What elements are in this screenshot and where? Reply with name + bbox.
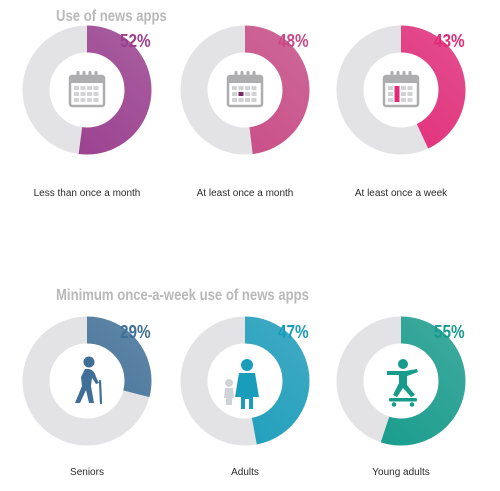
calendar-icon	[382, 71, 420, 108]
calendar-icon	[68, 71, 106, 108]
donut-value-arc	[22, 316, 152, 446]
category-label: Adults	[231, 467, 259, 478]
donut-0-0	[9, 12, 165, 168]
calendar-icon	[226, 71, 264, 108]
category-label: Less than once a month	[33, 188, 141, 199]
donut-svg	[336, 25, 466, 155]
category-label: Seniors	[70, 467, 104, 478]
percentage-label: 48%	[278, 31, 309, 51]
section-title-weekly-use: Minimum once-a-week use of news apps	[56, 287, 309, 304]
parent-child-icon	[224, 359, 259, 409]
category-label: At least once a week	[354, 188, 448, 199]
category-label: Young adults	[372, 467, 430, 478]
percentage-label: 52%	[120, 31, 151, 51]
donut-svg	[22, 316, 152, 446]
donut-value-arc	[180, 316, 310, 446]
donut-svg	[180, 25, 310, 155]
percentage-label: 29%	[120, 322, 151, 342]
donut-svg	[336, 316, 466, 446]
donut-1-0	[9, 303, 165, 459]
donut-0-2	[323, 12, 479, 168]
donut-value-arc	[336, 25, 466, 155]
donut-svg	[22, 25, 152, 155]
donut-1-2	[323, 303, 479, 459]
donut-value-arc	[336, 316, 466, 446]
percentage-label: 43%	[434, 31, 465, 51]
donut-0-1	[167, 12, 323, 168]
donut-1-1	[167, 303, 323, 459]
category-label: At least once a month	[196, 188, 294, 199]
section-title-news-apps: Use of news apps	[56, 8, 167, 25]
percentage-label: 55%	[434, 322, 465, 342]
skateboarder-icon	[387, 359, 418, 407]
donut-value-arc	[22, 25, 152, 155]
donut-value-arc	[180, 25, 310, 155]
percentage-label: 47%	[278, 322, 309, 342]
senior-person-icon	[75, 356, 103, 405]
donut-svg	[180, 316, 310, 446]
